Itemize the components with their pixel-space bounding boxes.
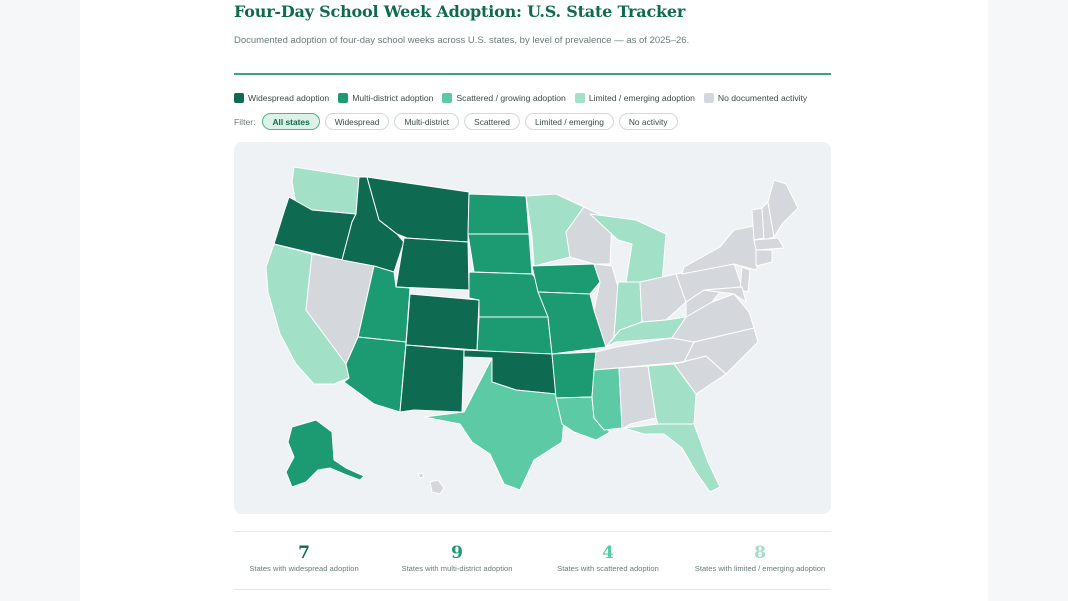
legend-swatch-none	[703, 93, 714, 103]
stat-label: States with multi-district adoption	[401, 564, 513, 573]
state-ohio[interactable]	[639, 273, 687, 323]
state-iowa[interactable]	[531, 263, 601, 295]
state-north-dakota[interactable]	[467, 193, 530, 235]
state-hawaii[interactable]	[429, 479, 445, 495]
filter-chip-widespread[interactable]: Widespread	[324, 113, 390, 130]
state-maine[interactable]	[767, 179, 799, 238]
state-kentucky[interactable]	[605, 316, 687, 348]
stat-value: 4	[602, 543, 614, 563]
filter-chip-limited-emerging[interactable]: Limited / emerging	[524, 113, 614, 130]
header-divider	[234, 73, 831, 75]
state-mississippi[interactable]	[591, 367, 623, 431]
legend-item-none: No documented activity	[703, 93, 808, 103]
stat-label: States with limited / emerging adoption	[694, 564, 826, 573]
legend: Widespread adoption Multi-district adopt…	[234, 93, 807, 103]
legend-swatch-multi-district	[338, 93, 349, 103]
state-florida[interactable]	[623, 423, 721, 493]
state-arizona[interactable]	[343, 336, 407, 413]
stats-bottom-divider	[234, 589, 831, 590]
stat-value: 8	[754, 543, 766, 563]
filter-chip-no-activity[interactable]: No activity	[618, 113, 678, 130]
us-map-panel	[234, 142, 831, 514]
state-wyoming[interactable]	[395, 237, 470, 291]
stat-multi-district: 9 States with multi-district adoption	[382, 543, 532, 573]
stat-scattered: 4 States with scattered adoption	[533, 543, 683, 573]
legend-label: Scattered / growing adoption	[456, 93, 566, 103]
stat-widespread: 7 States with widespread adoption	[229, 543, 379, 573]
state-arkansas[interactable]	[551, 351, 597, 399]
state-new-mexico[interactable]	[399, 344, 465, 413]
stat-value: 7	[298, 543, 310, 563]
stat-label: States with scattered adoption	[557, 564, 659, 573]
state-kansas[interactable]	[476, 316, 553, 355]
stat-value: 9	[451, 543, 463, 563]
legend-label: Widespread adoption	[248, 93, 330, 103]
filter-bar: Filter: All states Widespread Multi-dist…	[234, 113, 678, 130]
state-massachusetts[interactable]	[753, 237, 785, 251]
stats-top-divider	[234, 531, 831, 532]
legend-item-widespread: Widespread adoption	[234, 93, 329, 103]
legend-item-limited: Limited / emerging adoption	[574, 93, 695, 103]
filter-chip-all-states[interactable]: All states	[262, 113, 320, 130]
page-subtitle: Documented adoption of four-day school w…	[234, 35, 690, 46]
state-new-jersey[interactable]	[739, 266, 751, 293]
us-state-map	[265, 166, 799, 495]
state-maryland[interactable]	[703, 286, 747, 303]
stat-label: States with widespread adoption	[249, 564, 359, 573]
state-south-dakota[interactable]	[467, 233, 533, 275]
filter-label: Filter:	[234, 116, 256, 127]
legend-swatch-widespread	[234, 93, 244, 103]
legend-label: No documented activity	[717, 93, 808, 103]
legend-label: Limited / emerging adoption	[588, 93, 695, 103]
state-alaska[interactable]	[285, 419, 365, 488]
filter-chip-multi-district[interactable]: Multi-district	[394, 113, 460, 130]
legend-label: Multi-district adoption	[352, 93, 434, 103]
legend-swatch-scattered	[442, 93, 453, 103]
state-colorado[interactable]	[405, 293, 480, 351]
stat-limited-emerging: 8 States with limited / emerging adoptio…	[685, 543, 835, 573]
legend-item-multi-district: Multi-district adoption	[338, 93, 433, 103]
state-new-york[interactable]	[681, 225, 763, 275]
filter-chip-scattered[interactable]: Scattered	[464, 113, 520, 130]
legend-item-scattered: Scattered / growing adoption	[442, 93, 566, 103]
legend-swatch-limited	[574, 93, 585, 103]
state-texas[interactable]	[423, 357, 565, 491]
state-hawaii-oahu[interactable]	[417, 472, 425, 479]
state-connecticut[interactable]	[755, 249, 773, 267]
page-title: Four-Day School Week Adoption: U.S. Stat…	[234, 2, 686, 21]
